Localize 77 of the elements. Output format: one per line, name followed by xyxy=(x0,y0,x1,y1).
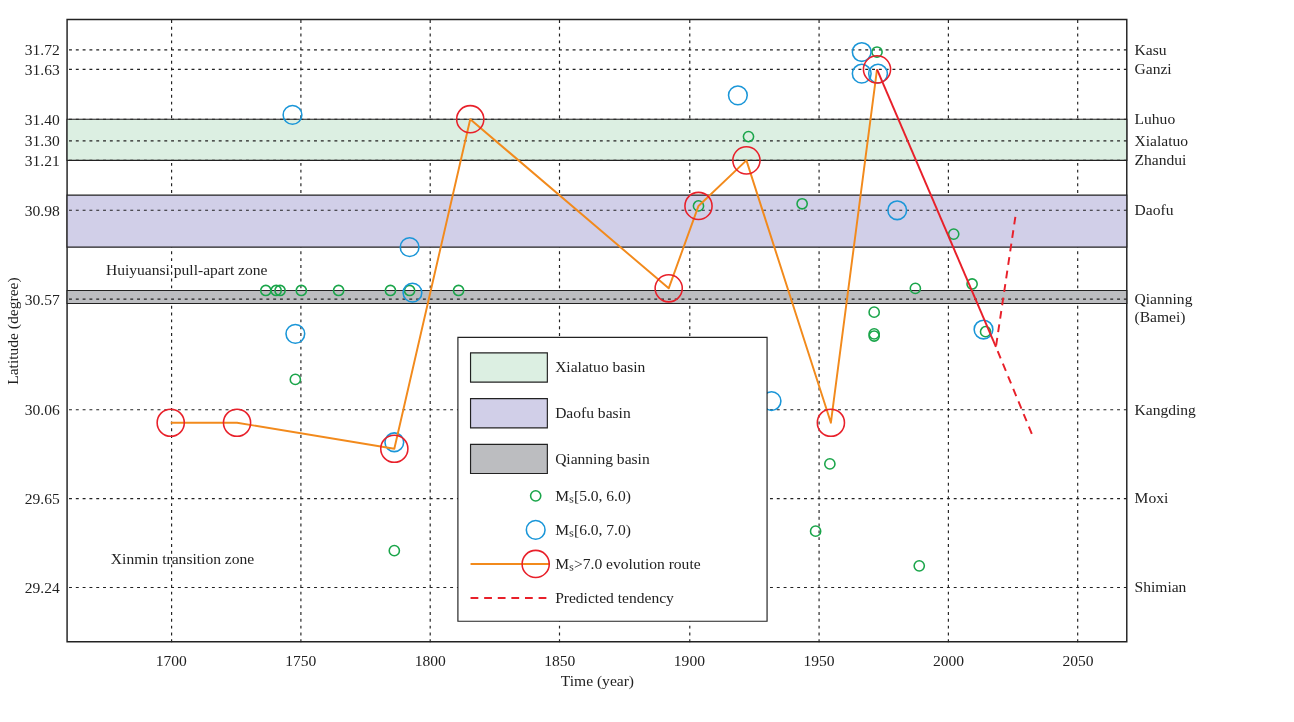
point xyxy=(868,306,881,319)
point xyxy=(684,191,713,221)
point xyxy=(973,319,994,340)
y-tick-label: 31.63 xyxy=(24,60,61,78)
point xyxy=(732,146,761,175)
legend-label: Mₛ[5.0, 6.0) xyxy=(555,486,631,505)
point xyxy=(851,63,872,84)
point xyxy=(887,200,908,221)
point xyxy=(654,273,684,303)
point xyxy=(270,284,283,297)
x-tick-label: 2050 xyxy=(1062,652,1094,670)
point xyxy=(871,46,883,58)
ref-line-label: Ganzi xyxy=(1134,60,1173,78)
point xyxy=(742,130,755,143)
point xyxy=(796,197,809,210)
x-tick-label: 1750 xyxy=(285,652,317,670)
legend-label: Xialatuo basin xyxy=(555,358,646,376)
ref-line-label: Daofu xyxy=(1134,201,1174,219)
y-tick-label: 31.30 xyxy=(24,132,61,150)
x-tick-label: 1850 xyxy=(544,652,576,670)
legend-label: Daofu basin xyxy=(555,404,631,422)
y-tick-label: 29.65 xyxy=(24,489,61,507)
point xyxy=(862,55,892,84)
ref-line-label: Kangding xyxy=(1134,400,1197,418)
point xyxy=(282,104,303,125)
y-tick-label: 30.57 xyxy=(24,290,61,308)
point xyxy=(913,559,926,572)
point xyxy=(399,237,420,258)
line-series xyxy=(169,68,878,450)
ref-line-label: Luhuo xyxy=(1134,110,1176,128)
y-tick-label: 30.98 xyxy=(24,201,61,219)
point xyxy=(947,228,960,240)
annotation: Xinmin transition zone xyxy=(110,549,255,567)
point xyxy=(851,41,872,63)
x-tick-label: 1800 xyxy=(414,652,447,670)
legend-label: Qianning basin xyxy=(555,449,650,467)
ref-line-label: Xialatuo xyxy=(1134,131,1189,149)
x-tick-label: 1700 xyxy=(155,652,187,670)
point xyxy=(289,373,302,386)
point xyxy=(452,284,465,297)
point xyxy=(156,408,186,438)
point xyxy=(384,284,397,297)
x-axis-title: Time (year) xyxy=(560,671,635,690)
ref-line-label: Qianning (Bamei) xyxy=(1134,290,1193,326)
point xyxy=(727,85,749,106)
point xyxy=(909,282,922,295)
x-tick-label: 2000 xyxy=(932,652,965,670)
x-tick-label: 1900 xyxy=(673,652,706,670)
point xyxy=(809,525,822,537)
y-tick-label: 31.21 xyxy=(24,151,60,169)
y-tick-label: 29.24 xyxy=(24,578,61,596)
point xyxy=(332,284,345,297)
ref-line-label: Moxi xyxy=(1134,489,1169,507)
point xyxy=(455,104,485,134)
x-tick-label: 1950 xyxy=(803,652,835,670)
point xyxy=(295,284,308,297)
ref-line-label: Zhandui xyxy=(1134,151,1188,169)
point xyxy=(274,284,286,297)
y-tick-label: 31.40 xyxy=(24,110,61,128)
legend-label: Mₛ[6.0, 7.0) xyxy=(555,520,631,539)
point xyxy=(402,282,423,303)
point xyxy=(222,408,252,438)
point xyxy=(966,278,978,290)
point xyxy=(379,434,409,464)
y-tick-label: 31.72 xyxy=(24,41,60,59)
legend-label: Predicted tendency xyxy=(555,588,675,606)
point xyxy=(259,284,272,297)
legend-label: Mₛ>7.0 evolution route xyxy=(555,554,701,572)
point xyxy=(285,323,306,344)
point xyxy=(816,408,846,438)
y-axis-title: Latitude (degree) xyxy=(3,277,22,385)
ref-line-label: Kasu xyxy=(1134,40,1167,58)
point xyxy=(823,458,836,470)
annotation: Huiyuansi pull-apart zone xyxy=(105,261,268,279)
y-tick-label: 30.06 xyxy=(24,401,61,419)
ref-line-label: Shimian xyxy=(1134,578,1187,596)
point xyxy=(388,544,401,557)
